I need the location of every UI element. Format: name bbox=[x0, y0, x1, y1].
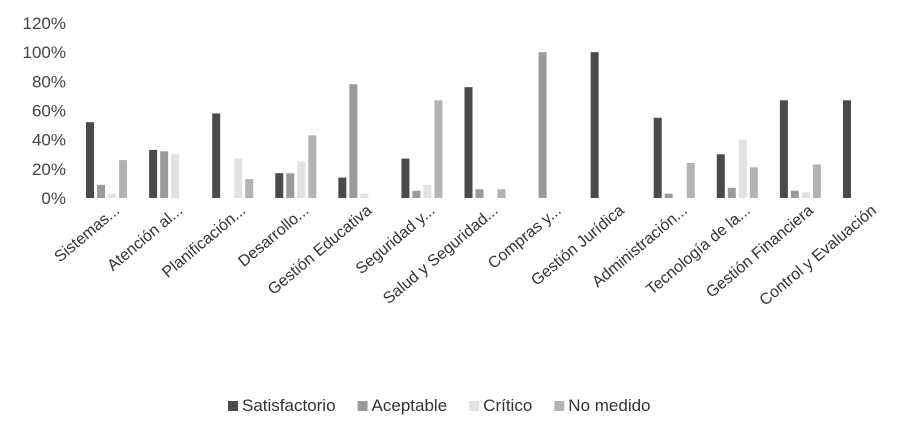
legend-label: No medido bbox=[568, 396, 650, 415]
x-category-label: Salud y Seguridad... bbox=[380, 202, 501, 308]
bar bbox=[749, 167, 758, 198]
bar bbox=[149, 149, 158, 198]
y-tick-label: 100% bbox=[23, 43, 66, 62]
bar bbox=[360, 193, 369, 198]
bar bbox=[119, 160, 128, 198]
series-crítico bbox=[108, 139, 810, 198]
bar bbox=[97, 184, 106, 198]
legend-item: Crítico bbox=[469, 396, 532, 415]
bar bbox=[245, 179, 254, 198]
series-satisfactorio bbox=[86, 52, 851, 198]
bar bbox=[801, 192, 810, 198]
legend-label: Satisfactorio bbox=[242, 396, 336, 415]
y-axis: 0% 20% 40% 60% 80% 100% 120% bbox=[23, 14, 66, 208]
bar bbox=[401, 158, 410, 198]
bar bbox=[590, 52, 599, 198]
x-axis: Sistemas...Atención al...Planificación..… bbox=[52, 202, 880, 309]
legend-label: Aceptable bbox=[372, 396, 448, 415]
bar bbox=[738, 139, 747, 198]
bar bbox=[842, 100, 851, 198]
y-tick-label: 40% bbox=[32, 131, 66, 150]
bar bbox=[653, 117, 662, 198]
bar bbox=[171, 154, 180, 198]
x-category-label: Gestión Financiera bbox=[703, 202, 817, 301]
y-tick-label: 0% bbox=[41, 189, 66, 208]
y-tick-label: 120% bbox=[23, 14, 66, 33]
legend-item: Satisfactorio bbox=[228, 396, 336, 415]
bar bbox=[716, 154, 725, 198]
x-category-label: Gestión Educativa bbox=[265, 202, 375, 299]
y-tick-label: 60% bbox=[32, 102, 66, 121]
bar bbox=[349, 84, 358, 198]
x-category-label: Control y Evaluación bbox=[757, 202, 880, 309]
bar bbox=[423, 184, 432, 198]
bar bbox=[812, 164, 821, 198]
bar bbox=[234, 158, 243, 198]
legend-swatch bbox=[228, 401, 238, 411]
bar bbox=[275, 173, 284, 198]
bar bbox=[434, 100, 443, 198]
bar bbox=[212, 113, 221, 198]
bar bbox=[308, 135, 317, 198]
bar bbox=[779, 100, 788, 198]
legend: Satisfactorio Aceptable Crítico No medido bbox=[228, 396, 651, 415]
bar bbox=[108, 193, 117, 198]
legend-swatch bbox=[554, 401, 565, 411]
bar bbox=[160, 151, 169, 198]
bar bbox=[538, 52, 547, 198]
bar bbox=[86, 122, 95, 198]
legend-swatch bbox=[469, 401, 480, 411]
series-no-medido bbox=[119, 100, 821, 198]
bar bbox=[727, 187, 736, 198]
bar bbox=[412, 190, 421, 198]
bar bbox=[286, 173, 295, 198]
bar bbox=[790, 190, 799, 198]
bar bbox=[686, 163, 695, 198]
bar bbox=[664, 193, 673, 198]
y-tick-label: 20% bbox=[32, 160, 66, 179]
bar bbox=[297, 161, 306, 198]
bar bbox=[497, 189, 506, 198]
series-aceptable bbox=[97, 52, 799, 198]
plot-area bbox=[86, 52, 851, 198]
legend-swatch bbox=[357, 401, 368, 411]
bar bbox=[464, 87, 473, 198]
legend-item: Aceptable bbox=[357, 396, 448, 415]
bar bbox=[338, 177, 347, 198]
y-tick-label: 80% bbox=[32, 72, 66, 91]
legend-label: Crítico bbox=[483, 396, 532, 415]
x-category-label: Tecnología de la... bbox=[643, 202, 753, 299]
bar bbox=[475, 189, 484, 198]
legend-item: No medido bbox=[554, 396, 651, 415]
